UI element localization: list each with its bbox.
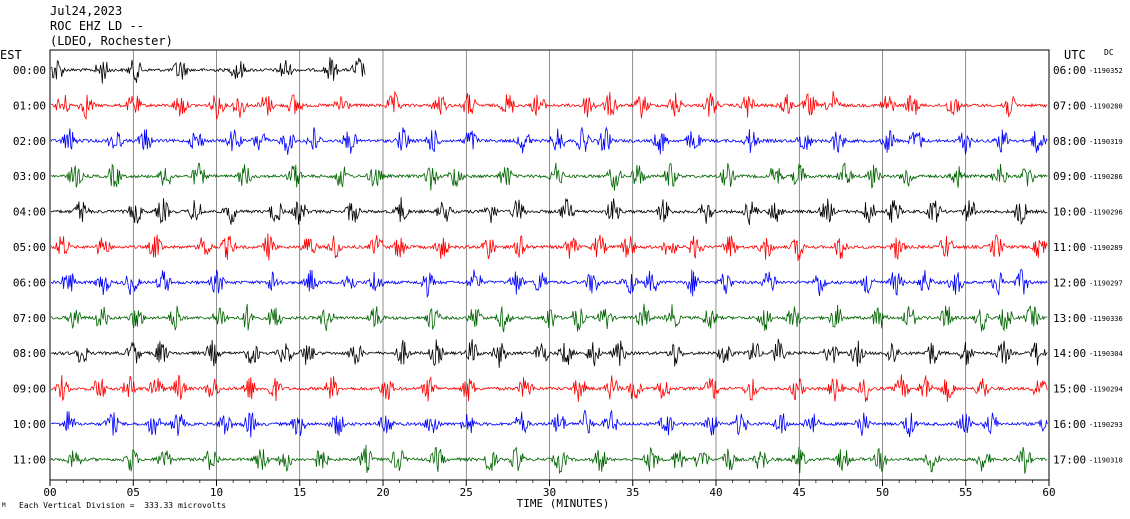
row-utc-label: 06:00: [1053, 64, 1086, 77]
seismic-trace: [50, 268, 1048, 298]
x-tick-label: 60: [1042, 486, 1055, 499]
seismic-trace: [50, 57, 366, 84]
x-tick-label: 50: [876, 486, 889, 499]
x-tick-label: 55: [959, 486, 972, 499]
seismic-trace: [50, 197, 1048, 226]
row-dc-label: -1190319: [1089, 138, 1123, 146]
row-est-label: 07:00: [13, 312, 46, 325]
row-utc-label: 12:00: [1053, 276, 1086, 289]
seismic-trace: [50, 338, 1048, 368]
scale-note: Each Vertical Division = 333.33 microvol…: [19, 501, 227, 510]
row-est-label: 08:00: [13, 347, 46, 360]
row-utc-label: 13:00: [1053, 312, 1086, 325]
row-est-label: 01:00: [13, 99, 46, 112]
header-network: (LDEO, Rochester): [50, 34, 173, 48]
x-tick-label: 30: [543, 486, 556, 499]
est-zone-label: EST: [0, 48, 22, 62]
row-dc-label: -1190286: [1089, 173, 1123, 181]
x-tick-label: 20: [376, 486, 389, 499]
seismic-trace: [50, 409, 1048, 438]
row-utc-label: 14:00: [1053, 347, 1086, 360]
x-tick-label: 40: [709, 486, 722, 499]
row-dc-label: -1190336: [1089, 315, 1123, 323]
row-est-label: 04:00: [13, 206, 46, 219]
x-axis-label: TIME (MINUTES): [517, 497, 610, 510]
row-est-label: 03:00: [13, 170, 46, 183]
row-dc-label: -1190293: [1089, 421, 1123, 429]
row-utc-label: 17:00: [1053, 453, 1086, 466]
row-utc-label: 07:00: [1053, 99, 1086, 112]
row-est-label: 02:00: [13, 135, 46, 148]
row-est-label: 06:00: [13, 276, 46, 289]
row-utc-label: 15:00: [1053, 383, 1086, 396]
header-date: Jul24,2023: [50, 4, 123, 18]
x-tick-label: 00: [43, 486, 56, 499]
x-tick-label: 05: [127, 486, 140, 499]
seismic-trace: [50, 161, 1048, 191]
header-station: ROC EHZ LD --: [50, 19, 144, 33]
row-dc-label: -1190352: [1089, 67, 1123, 75]
row-utc-label: 10:00: [1053, 206, 1086, 219]
row-utc-label: 09:00: [1053, 170, 1086, 183]
seismic-trace: [50, 444, 1048, 475]
seismic-trace: [50, 90, 1048, 120]
logo-mark: M: [2, 502, 6, 509]
row-dc-label: -1190310: [1089, 456, 1123, 464]
row-dc-label: -1190289: [1089, 244, 1123, 252]
row-dc-label: -1190297: [1089, 279, 1123, 287]
seismic-trace: [50, 303, 1048, 333]
row-utc-label: 08:00: [1053, 135, 1086, 148]
row-est-label: 00:00: [13, 64, 46, 77]
row-est-label: 11:00: [13, 453, 46, 466]
x-tick-label: 45: [793, 486, 806, 499]
row-est-label: 10:00: [13, 418, 46, 431]
row-utc-label: 11:00: [1053, 241, 1086, 254]
row-dc-label: -1190304: [1089, 350, 1123, 358]
seismic-trace: [50, 126, 1048, 155]
row-est-label: 05:00: [13, 241, 46, 254]
utc-zone-label: UTC: [1064, 48, 1086, 62]
row-dc-label: -1190294: [1089, 386, 1123, 394]
seismic-trace: [50, 374, 1048, 403]
row-est-label: 09:00: [13, 383, 46, 396]
row-utc-label: 16:00: [1053, 418, 1086, 431]
row-dc-label: -1190296: [1089, 209, 1123, 217]
dc-label: DC: [1104, 48, 1114, 57]
x-tick-label: 10: [210, 486, 223, 499]
x-tick-label: 35: [626, 486, 639, 499]
x-tick-label: 25: [460, 486, 473, 499]
row-dc-label: -1190280: [1089, 102, 1123, 110]
seismic-trace: [50, 233, 1048, 262]
x-tick-label: 15: [293, 486, 306, 499]
